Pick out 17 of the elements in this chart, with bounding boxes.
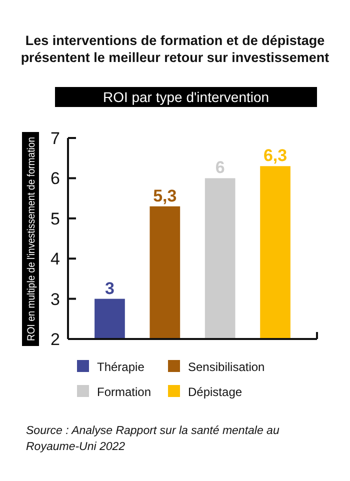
source-note: Source : Analyse Rapport sur la santé mentale au Royaume-Uni 2022 — [26, 425, 280, 453]
data-label: 5,3 — [153, 186, 177, 206]
y-tick-label: 3 — [50, 290, 60, 309]
chart-subtitle: ROI par type d'intervention — [102, 89, 270, 105]
y-tick-label: 5 — [50, 209, 60, 228]
y-axis-title: ROI en multiple de l'investissement de formation — [26, 116, 38, 341]
legend-label: Formation — [97, 385, 152, 399]
data-label: 6,3 — [263, 146, 288, 166]
chart-title: Les interventions de formation et de dépistage présentent le meilleur retour sur investissement — [20, 33, 330, 65]
legend-label: Dépistage — [188, 385, 242, 399]
y-tick-label: 6 — [50, 169, 60, 188]
legend-label: Sensibilisation — [188, 360, 265, 374]
y-tick-label: 4 — [50, 250, 60, 269]
y-tick-label: 2 — [50, 330, 60, 349]
data-label: 3 — [104, 278, 114, 298]
y-tick-label: 7 — [50, 129, 60, 148]
legend-label: Thérapie — [97, 360, 145, 374]
